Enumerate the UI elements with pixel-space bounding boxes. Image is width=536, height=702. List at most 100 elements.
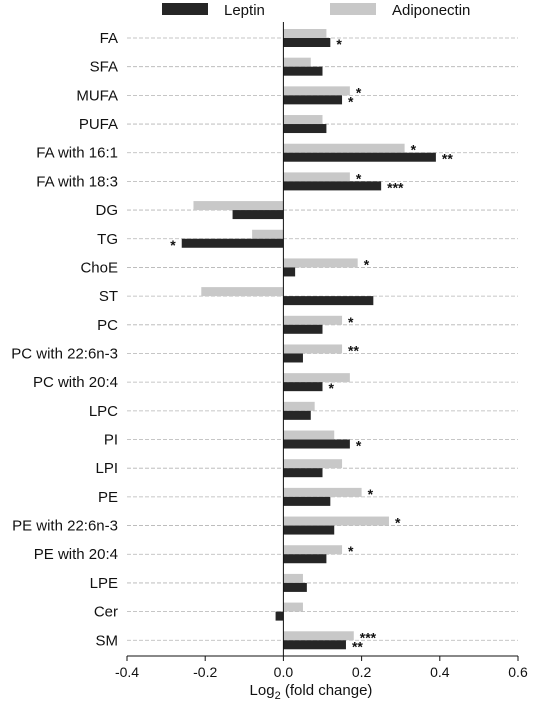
legend-swatch-leptin xyxy=(162,3,208,15)
bar-adiponectin-pe xyxy=(283,487,362,497)
bar-adiponectin-pc-with-20-4 xyxy=(283,373,350,383)
bar-leptin-st xyxy=(283,296,374,306)
bar-leptin-fa-with-18-3 xyxy=(283,181,382,191)
bar-leptin-pc-with-22-6n-3 xyxy=(283,353,303,363)
legend-swatch-adiponectin xyxy=(330,3,376,15)
category-label-fa: FA xyxy=(100,30,118,47)
legend-label-leptin: Leptin xyxy=(224,2,265,19)
bar-adiponectin-pc xyxy=(283,315,343,325)
category-label-dg: DG xyxy=(96,202,119,219)
category-label-pe-with-22-6n-3: PE with 22:6n-3 xyxy=(12,518,118,535)
category-labels: FA SFA MUFA PUFA FA with 16:1 FA with 18:3 DG T… xyxy=(11,30,118,649)
bar-adiponectin-pe-with-22-6n-3 xyxy=(283,516,389,526)
x-tick-label: 0.6 xyxy=(508,664,528,680)
bar-adiponectin-fa xyxy=(283,29,327,38)
bar-adiponectin-cer xyxy=(283,602,303,612)
significance-leptin-tg: * xyxy=(170,237,176,253)
category-label-fa-with-16-1: FA with 16:1 xyxy=(36,145,118,162)
x-tick-label: -0.4 xyxy=(115,664,139,680)
significance-leptin-fa-with-16-1: ** xyxy=(442,151,453,167)
bar-leptin-pc xyxy=(283,324,323,334)
category-label-pe-with-20-4: PE with 20:4 xyxy=(34,546,118,563)
category-label-pufa: PUFA xyxy=(79,116,118,133)
bar-leptin-dg xyxy=(232,210,284,220)
significance-leptin-pi: * xyxy=(356,438,362,454)
significance-adiponectin-pe: * xyxy=(368,486,374,502)
bar-adiponectin-fa-with-18-3 xyxy=(283,172,350,182)
legend-label-adiponectin: Adiponectin xyxy=(392,2,470,19)
significance-adiponectin-sm: *** xyxy=(360,629,377,645)
bar-adiponectin-sm xyxy=(283,631,354,641)
bar-adiponectin-tg xyxy=(252,229,284,239)
legend: Leptin Adiponectin xyxy=(162,2,470,19)
bar-leptin-pufa xyxy=(283,124,327,134)
category-label-tg: TG xyxy=(97,231,118,248)
bar-adiponectin-choe xyxy=(283,258,358,268)
bar-adiponectin-dg xyxy=(193,201,284,211)
bar-adiponectin-pi xyxy=(283,430,335,440)
bar-leptin-lpi xyxy=(283,468,323,478)
category-label-pc-with-20-4: PC with 20:4 xyxy=(33,374,118,391)
bar-leptin-choe xyxy=(283,267,296,277)
bar-leptin-mufa xyxy=(283,95,343,105)
x-tick-label: -0.2 xyxy=(193,664,217,680)
bar-adiponectin-mufa xyxy=(283,86,350,96)
x-tick-label: 0.4 xyxy=(430,664,450,680)
bar-leptin-sm xyxy=(283,640,346,650)
significance-adiponectin-fa-with-16-1: * xyxy=(411,142,417,158)
bar-adiponectin-pufa xyxy=(283,115,323,125)
x-tick-label: 0.0 xyxy=(274,664,294,680)
bar-leptin-pe-with-22-6n-3 xyxy=(283,525,335,535)
category-label-fa-with-18-3: FA with 18:3 xyxy=(36,173,118,190)
category-label-cer: Cer xyxy=(94,604,118,621)
bar-adiponectin-st xyxy=(201,287,284,297)
significance-leptin-fa-with-18-3: *** xyxy=(387,179,404,195)
bar-adiponectin-lpe xyxy=(283,573,303,583)
category-label-choe: ChoE xyxy=(80,259,118,276)
significance-leptin-pc-with-20-4: * xyxy=(329,380,335,396)
bar-adiponectin-lpc xyxy=(283,401,315,411)
significance-adiponectin-mufa: * xyxy=(356,84,362,100)
bar-adiponectin-sfa xyxy=(283,57,311,67)
significance-adiponectin-pc-with-22-6n-3: ** xyxy=(348,342,359,358)
category-label-lpe: LPE xyxy=(90,575,118,592)
significance-markers: ************************* xyxy=(170,36,453,654)
category-label-pe: PE xyxy=(98,489,118,506)
bar-leptin-tg xyxy=(181,238,284,248)
bar-leptin-fa xyxy=(283,38,331,47)
bar-leptin-pe xyxy=(283,496,331,506)
category-label-pi: PI xyxy=(104,432,118,449)
category-label-pc-with-22-6n-3: PC with 22:6n-3 xyxy=(11,345,118,362)
significance-leptin-fa: * xyxy=(336,36,342,52)
category-label-st: ST xyxy=(99,288,118,305)
bar-adiponectin-fa-with-16-1 xyxy=(283,143,405,153)
significance-adiponectin-pe-with-22-6n-3: * xyxy=(395,515,401,531)
bar-leptin-pc-with-20-4 xyxy=(283,382,323,392)
bar-adiponectin-pe-with-20-4 xyxy=(283,545,343,555)
bar-leptin-lpc xyxy=(283,410,311,420)
category-label-pc: PC xyxy=(97,317,118,334)
bar-leptin-fa-with-16-1 xyxy=(283,152,436,162)
category-label-sm: SM xyxy=(96,632,119,649)
significance-leptin-mufa: * xyxy=(348,93,354,109)
bar-leptin-pi xyxy=(283,439,350,449)
significance-adiponectin-fa-with-18-3: * xyxy=(356,170,362,186)
bar-leptin-lpe xyxy=(283,582,307,592)
category-label-mufa: MUFA xyxy=(76,87,118,104)
significance-adiponectin-pe-with-20-4: * xyxy=(348,543,354,559)
significance-leptin-sm: ** xyxy=(352,638,363,654)
bars xyxy=(181,29,436,650)
significance-adiponectin-pc: * xyxy=(348,314,354,330)
bar-leptin-pe-with-20-4 xyxy=(283,554,327,564)
category-label-lpi: LPI xyxy=(95,460,118,477)
x-axis-ticks: -0.4 -0.2 0.0 0.2 0.4 0.6 xyxy=(115,656,528,680)
category-label-lpc: LPC xyxy=(89,403,118,420)
bar-leptin-cer xyxy=(275,611,284,621)
significance-adiponectin-choe: * xyxy=(364,256,370,272)
bar-adiponectin-lpi xyxy=(283,459,343,469)
category-label-sfa: SFA xyxy=(90,59,118,76)
x-tick-label: 0.2 xyxy=(352,664,372,680)
x-axis-label: Log2 (fold change) xyxy=(250,682,373,702)
bar-adiponectin-pc-with-22-6n-3 xyxy=(283,344,343,354)
